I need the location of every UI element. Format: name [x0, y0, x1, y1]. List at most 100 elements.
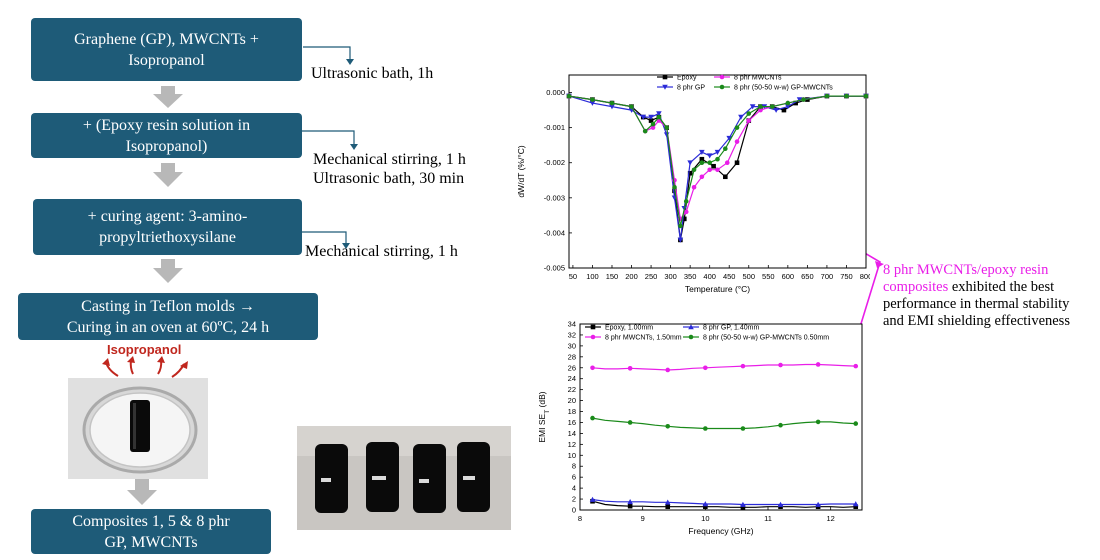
- emi-data-point: [665, 367, 671, 373]
- dtg-data-point: [683, 209, 689, 215]
- step-3-line-1: + curing agent: 3-amino-: [87, 208, 248, 225]
- emi-data-point: [590, 365, 595, 371]
- dtg-data-point: [650, 121, 656, 127]
- dtg-data-point: [656, 111, 662, 117]
- step-1-line-1: Graphene (GP), MWCNTs +: [74, 30, 259, 48]
- emi-data-point: [853, 363, 859, 369]
- dtg-data-point: [746, 111, 752, 116]
- dtg-legend-label: 8 phr GP: [677, 85, 705, 92]
- dtg-data-point: [715, 156, 720, 162]
- dtg-data-point: [723, 174, 728, 180]
- dtg-data-point: [566, 93, 572, 99]
- dtg-data-point: [726, 135, 733, 141]
- down-arrow-3: [153, 259, 183, 283]
- dtg-chart-svg: 50 100 150 200 250 300 350 400 450 500 550 600 650 70…: [516, 74, 872, 294]
- dtg-legend-label: 8 phr MWCNTs: [734, 75, 782, 82]
- dtg-legend-marker: [719, 84, 725, 90]
- dtg-data-point: [650, 125, 656, 130]
- emi-data-point: [627, 366, 633, 371]
- dtg-data-point: [691, 184, 697, 190]
- emi-y-axis-label: EMI SET (dB): [537, 391, 551, 442]
- emi-chart: 8 9 10 11 12 0 2 4 6 8 10 12 14 16 18 20 22 24 26 28 30 32 34 F…: [533, 318, 873, 548]
- note-3-line-1: Mechanical stirring, 1 h: [305, 243, 458, 260]
- emi-x-tick-label: 11: [764, 514, 772, 523]
- dtg-data-point: [677, 237, 684, 243]
- dtg-data-point: [824, 93, 830, 99]
- emi-data-point: [815, 419, 821, 425]
- dtg-x-tick-label: 700: [821, 272, 834, 281]
- emi-data-point: [627, 420, 633, 425]
- dtg-data-point: [793, 100, 798, 106]
- dtg-data-point: [707, 167, 712, 173]
- step-4-line-2: Curing in an oven at 60ºC, 24 h: [66, 318, 270, 336]
- emi-series-2: [590, 362, 859, 373]
- emi-chart-svg: 8 9 10 11 120246810121416182022242628303234F…: [537, 320, 863, 536]
- dtg-x-tick-label: 750: [840, 272, 853, 281]
- step-3-line-2: propyltriethoxysilane: [99, 229, 236, 246]
- emi-y-tick-label: 14: [568, 429, 576, 438]
- dtg-x-tick-label: 650: [801, 272, 814, 281]
- step-2-line-2: Isopropanol): [125, 137, 208, 155]
- dtg-data-point: [769, 104, 775, 109]
- dtg-data-point: [640, 114, 647, 120]
- step-box-1: Graphene (GP), MWCNTs + Isopropanol: [31, 18, 302, 81]
- dtg-data-point: [734, 160, 740, 166]
- emi-plot-frame: [579, 323, 863, 511]
- emi-data-point: [852, 501, 859, 507]
- emi-legend-label: 8 phr MWCNTs, 1.50mm: [605, 335, 682, 342]
- dtg-data-point: [758, 104, 763, 109]
- emi-y-tick-label: 34: [568, 320, 576, 329]
- dtg-data-point: [723, 146, 728, 151]
- emi-data-point: [777, 501, 784, 507]
- emi-data-point: [665, 504, 671, 510]
- dtg-data-point: [672, 184, 677, 190]
- emi-series-4: [590, 415, 859, 431]
- dtg-data-point: [699, 156, 705, 162]
- emi-data-point: [740, 501, 746, 507]
- dtg-legend-entry: 8 phr MWCNTs: [714, 75, 782, 82]
- emi-legend-marker: [688, 324, 694, 330]
- step-5-line-2: GP, MWCNTs: [104, 533, 198, 551]
- dtg-x-tick-label: 600: [782, 272, 795, 281]
- dtg-data-point: [699, 149, 705, 155]
- dtg-x-tick-label: 350: [684, 272, 697, 281]
- dtg-data-point: [773, 107, 779, 113]
- dtg-data-point: [734, 139, 740, 144]
- dtg-x-tick-label: 250: [645, 272, 658, 281]
- dtg-y-tick-label: -0.004: [544, 228, 565, 237]
- dtg-legend-label: 8 phr (50-50 w-w) GP-MWCNTs: [734, 85, 833, 92]
- emi-data-point: [815, 362, 821, 367]
- emi-series-line: [592, 417, 856, 430]
- dtg-data-point: [724, 160, 730, 166]
- emi-data-point: [590, 415, 595, 421]
- dtg-y-axis-label: dW/dT (%/°C): [516, 145, 526, 198]
- dtg-data-point: [681, 216, 687, 222]
- dtg-data-point: [711, 163, 716, 169]
- dtg-legend-label: Epoxy: [677, 75, 697, 82]
- emi-legend-marker: [590, 324, 596, 330]
- emi-data-point: [665, 424, 671, 429]
- note-2-line-2: Ultrasonic bath, 30 min: [313, 170, 465, 187]
- dtg-data-point: [746, 118, 752, 123]
- step-box-4: Casting in Teflon molds → Curing in an ov…: [18, 293, 318, 340]
- emi-data-point: [778, 362, 783, 368]
- dtg-x-tick-label: 50: [569, 272, 577, 281]
- dtg-data-point: [678, 223, 683, 229]
- note-1-line-1: Ultrasonic bath, 1h: [311, 65, 434, 82]
- dtg-data-point: [844, 93, 849, 99]
- emi-y-tick-label: 28: [568, 352, 576, 361]
- emi-legend-label: Epoxy, 1.00mm: [605, 325, 653, 332]
- emi-series-line: [592, 363, 856, 371]
- conclusion-highlight: 8 phr MWCNTs/epoxy resin composites: [883, 262, 1049, 295]
- dtg-data-point: [796, 97, 803, 103]
- dtg-chart: 50 100 150 200 250 300 350 400 450 500 550 600 650 70…: [514, 70, 872, 305]
- dtg-x-tick-label: 500: [743, 272, 756, 281]
- step-box-3: + curing agent: 3-amino-propyltriethoxys…: [33, 199, 302, 255]
- side-connector-1: [303, 46, 351, 60]
- emi-data-point: [702, 501, 709, 507]
- emi-data-point: [740, 363, 746, 369]
- side-connector-3: [302, 231, 347, 244]
- dtg-y-tick-label: -0.003: [544, 193, 565, 202]
- dtg-legend-marker: [662, 74, 668, 80]
- down-arrow-2: [153, 163, 183, 187]
